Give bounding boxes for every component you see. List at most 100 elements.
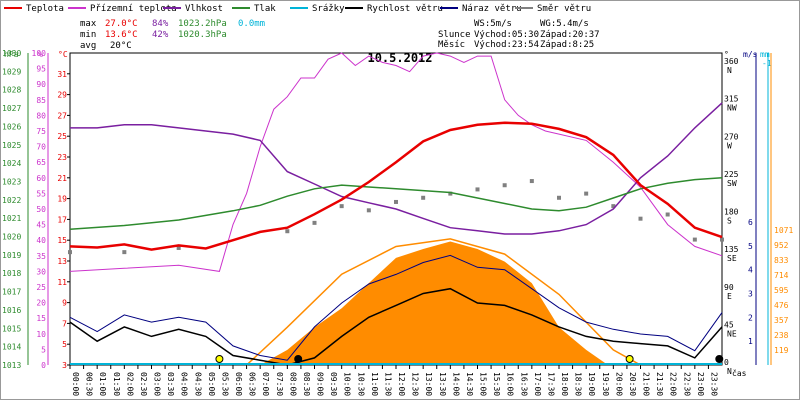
x-tick-label: 23:30 — [709, 372, 718, 396]
sunrise-marker — [215, 355, 224, 363]
moonset-marker — [294, 355, 303, 363]
wind-direction-point — [176, 245, 181, 250]
x-tick-label: 13:00 — [424, 372, 433, 396]
hpa-tick-label: 1025 — [2, 141, 21, 150]
x-tick-label: 02:00 — [125, 372, 134, 396]
legend-label: Srážky — [312, 4, 345, 14]
legend-label: Rychlost větru — [367, 4, 443, 14]
x-tick-label: 04:30 — [193, 372, 202, 396]
c-tick-label: 21 — [57, 174, 67, 183]
wind-direction-point — [448, 191, 453, 196]
stat-max-temp: 27.0°C — [105, 19, 138, 29]
solar-theoretical-line — [246, 238, 641, 366]
stat-max-rain: 0.0mm — [238, 19, 265, 29]
humidity-line — [70, 102, 723, 235]
wind-direction-point — [584, 191, 589, 196]
wind-direction-point — [285, 229, 290, 234]
deg-tick-label: 225 — [724, 170, 739, 179]
ms-tick-label: 2 — [748, 313, 753, 322]
ms-tick-label: 5 — [748, 242, 753, 251]
x-tick-label: 11:00 — [370, 372, 379, 396]
deg-tick-label: 90 — [724, 283, 734, 292]
x-tick-label: 13:30 — [438, 372, 447, 396]
pct-tick-label: 100 — [32, 49, 47, 58]
dir-label: N — [727, 367, 732, 376]
deg-tick-label: 270 — [724, 132, 739, 141]
hpa-tick-label: 1027 — [2, 104, 21, 113]
x-tick-label: 07:30 — [275, 372, 284, 396]
x-tick-label: 05:00 — [207, 372, 216, 396]
wm2-tick-label: 952 — [774, 241, 789, 250]
pct-tick-label: 70 — [36, 143, 46, 152]
hpa-tick-label: 1029 — [2, 67, 21, 76]
x-tick-label: 22:00 — [669, 372, 678, 396]
pct-tick-label: 80 — [36, 111, 46, 120]
dir-label: SE — [727, 254, 737, 263]
hpa-tick-label: 1015 — [2, 324, 21, 333]
x-tick-label: 14:00 — [451, 372, 460, 396]
wm2-tick-label: 238 — [774, 331, 789, 340]
c-tick-label: 31 — [57, 70, 67, 79]
pct-tick-label: 15 — [36, 314, 46, 323]
hpa-tick-label: 1023 — [2, 177, 21, 186]
legend-label: Teplota — [26, 4, 64, 14]
pct-tick-label: 65 — [36, 158, 46, 167]
x-tick-label: 08:00 — [288, 372, 297, 396]
hpa-tick-label: 1024 — [2, 159, 21, 168]
x-tick-label: 16:30 — [519, 372, 528, 396]
pct-tick-label: 95 — [36, 65, 46, 74]
hpa-tick-label: 1013 — [2, 361, 21, 370]
x-tick-label: 06:00 — [234, 372, 243, 396]
x-tick-label: 23:00 — [696, 372, 705, 396]
deg-tick-label: 315 — [724, 95, 739, 104]
hpa-tick-label: 1021 — [2, 214, 21, 223]
ms-tick-label: 3 — [748, 290, 753, 299]
x-tick-label: 00:30 — [85, 372, 94, 396]
deg-unit: ° — [724, 50, 729, 59]
moonrise: Východ:23:54 — [474, 40, 539, 50]
wind-direction-point — [611, 204, 616, 209]
x-axis-label: čas — [732, 368, 747, 378]
wm2-tick-label: 119 — [774, 346, 789, 355]
c-tick-label: 27 — [57, 111, 67, 120]
sunset-marker — [625, 355, 634, 363]
mm-unit: mm — [760, 50, 770, 59]
legend-label: Tlak — [254, 4, 276, 14]
hpa-unit: hPa — [4, 50, 19, 59]
pct-tick-label: 20 — [36, 299, 46, 308]
pct-tick-label: 40 — [36, 236, 46, 245]
x-tick-label: 01:00 — [98, 372, 107, 396]
wind-direction-point — [692, 237, 697, 242]
x-tick-label: 17:30 — [546, 372, 555, 396]
c-tick-label: 13 — [57, 257, 67, 266]
stat-max-press: 1023.2hPa — [178, 19, 227, 29]
stat-min-temp: 13.6°C — [105, 30, 138, 40]
chart-title: 10.5.2012 — [367, 51, 432, 65]
ms-unit: m/s — [743, 50, 758, 59]
x-tick-label: 05:30 — [220, 372, 229, 396]
x-tick-label: 09:00 — [316, 372, 325, 396]
x-tick-label: 21:00 — [642, 372, 651, 396]
legend-label: Vlhkost — [185, 4, 223, 14]
deg-tick-label: 360 — [724, 57, 739, 66]
x-tick-label: 07:00 — [261, 372, 270, 396]
wind-direction-point — [122, 250, 127, 255]
dir-label: E — [727, 292, 732, 301]
x-tick-label: 15:00 — [479, 372, 488, 396]
wind-direction-point — [421, 195, 426, 200]
temperature-line — [69, 121, 723, 251]
x-tick-label: 04:00 — [180, 372, 189, 396]
wind-direction-point — [339, 204, 344, 209]
x-tick-label: 00:00 — [71, 372, 80, 396]
wm2-tick-label: 595 — [774, 286, 789, 295]
pct-tick-label: 25 — [36, 283, 46, 292]
c-tick-label: 5 — [62, 340, 67, 349]
sun-label: Slunce — [438, 30, 471, 40]
ms-tick-label: 6 — [748, 218, 753, 227]
mm-tick-label: -1 — [762, 59, 772, 68]
hpa-tick-label: 1020 — [2, 233, 21, 242]
stat-max-label: max — [80, 19, 97, 29]
wind-direction-point — [529, 179, 534, 184]
x-tick-label: 18:30 — [574, 372, 583, 396]
